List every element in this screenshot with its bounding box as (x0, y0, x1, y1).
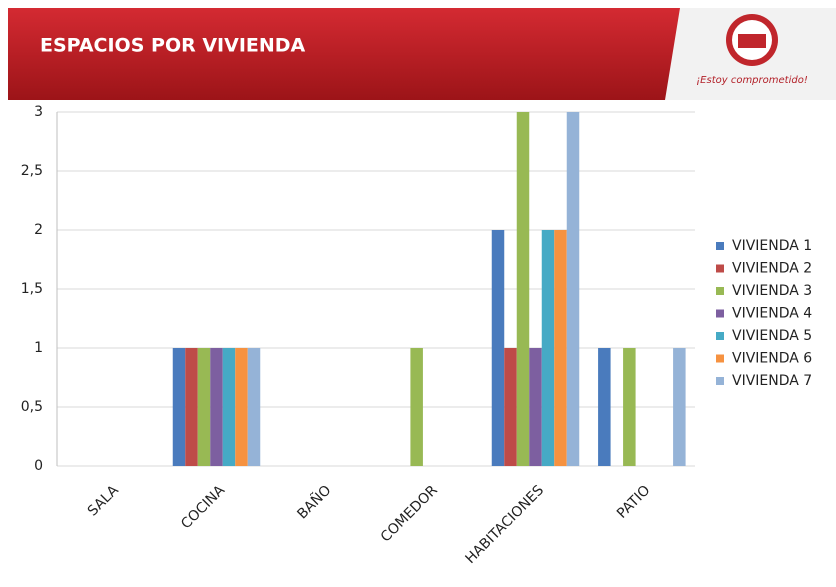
legend-label: VIVIENDA 6 (732, 351, 812, 367)
bar (247, 348, 261, 466)
bar (529, 348, 542, 466)
legend-swatch (716, 354, 724, 363)
bar (623, 348, 636, 466)
slogan: ¡Estoy comprometido! (696, 75, 808, 86)
bar (235, 348, 248, 466)
y-tick-label: 1,5 (21, 281, 43, 297)
legend-label: VIVIENDA 7 (732, 373, 812, 389)
bar (210, 348, 223, 466)
y-tick-label: 1 (34, 340, 43, 356)
y-tick-label: 0 (34, 458, 43, 474)
bar (566, 112, 580, 466)
legend-swatch (716, 287, 724, 295)
bar (185, 348, 198, 466)
legend-swatch (716, 309, 724, 318)
bar (172, 348, 186, 466)
y-tick-label: 2,5 (21, 163, 43, 179)
chart-title: ESPACIOS POR VIVIENDA (40, 35, 306, 57)
bar (541, 230, 555, 466)
bar (554, 230, 567, 466)
legend-label: VIVIENDA 2 (732, 261, 812, 277)
bar (673, 348, 686, 466)
y-tick-label: 3 (34, 104, 43, 120)
legend-swatch (716, 332, 724, 340)
legend-swatch (716, 242, 724, 250)
bar (197, 348, 211, 466)
bar (504, 348, 517, 466)
bar (222, 348, 236, 466)
bar (491, 230, 505, 466)
legend-label: VIVIENDA 4 (732, 306, 812, 322)
logo-building (738, 34, 766, 48)
bar (410, 348, 423, 466)
legend-swatch (716, 377, 724, 385)
y-tick-label: 2 (34, 222, 43, 238)
legend-label: VIVIENDA 3 (732, 283, 812, 299)
bar (598, 348, 611, 466)
legend-label: VIVIENDA 1 (732, 238, 812, 254)
y-tick-label: 0,5 (21, 399, 43, 415)
legend-label: VIVIENDA 5 (732, 328, 812, 344)
legend-swatch (716, 264, 724, 273)
bar (516, 112, 530, 466)
